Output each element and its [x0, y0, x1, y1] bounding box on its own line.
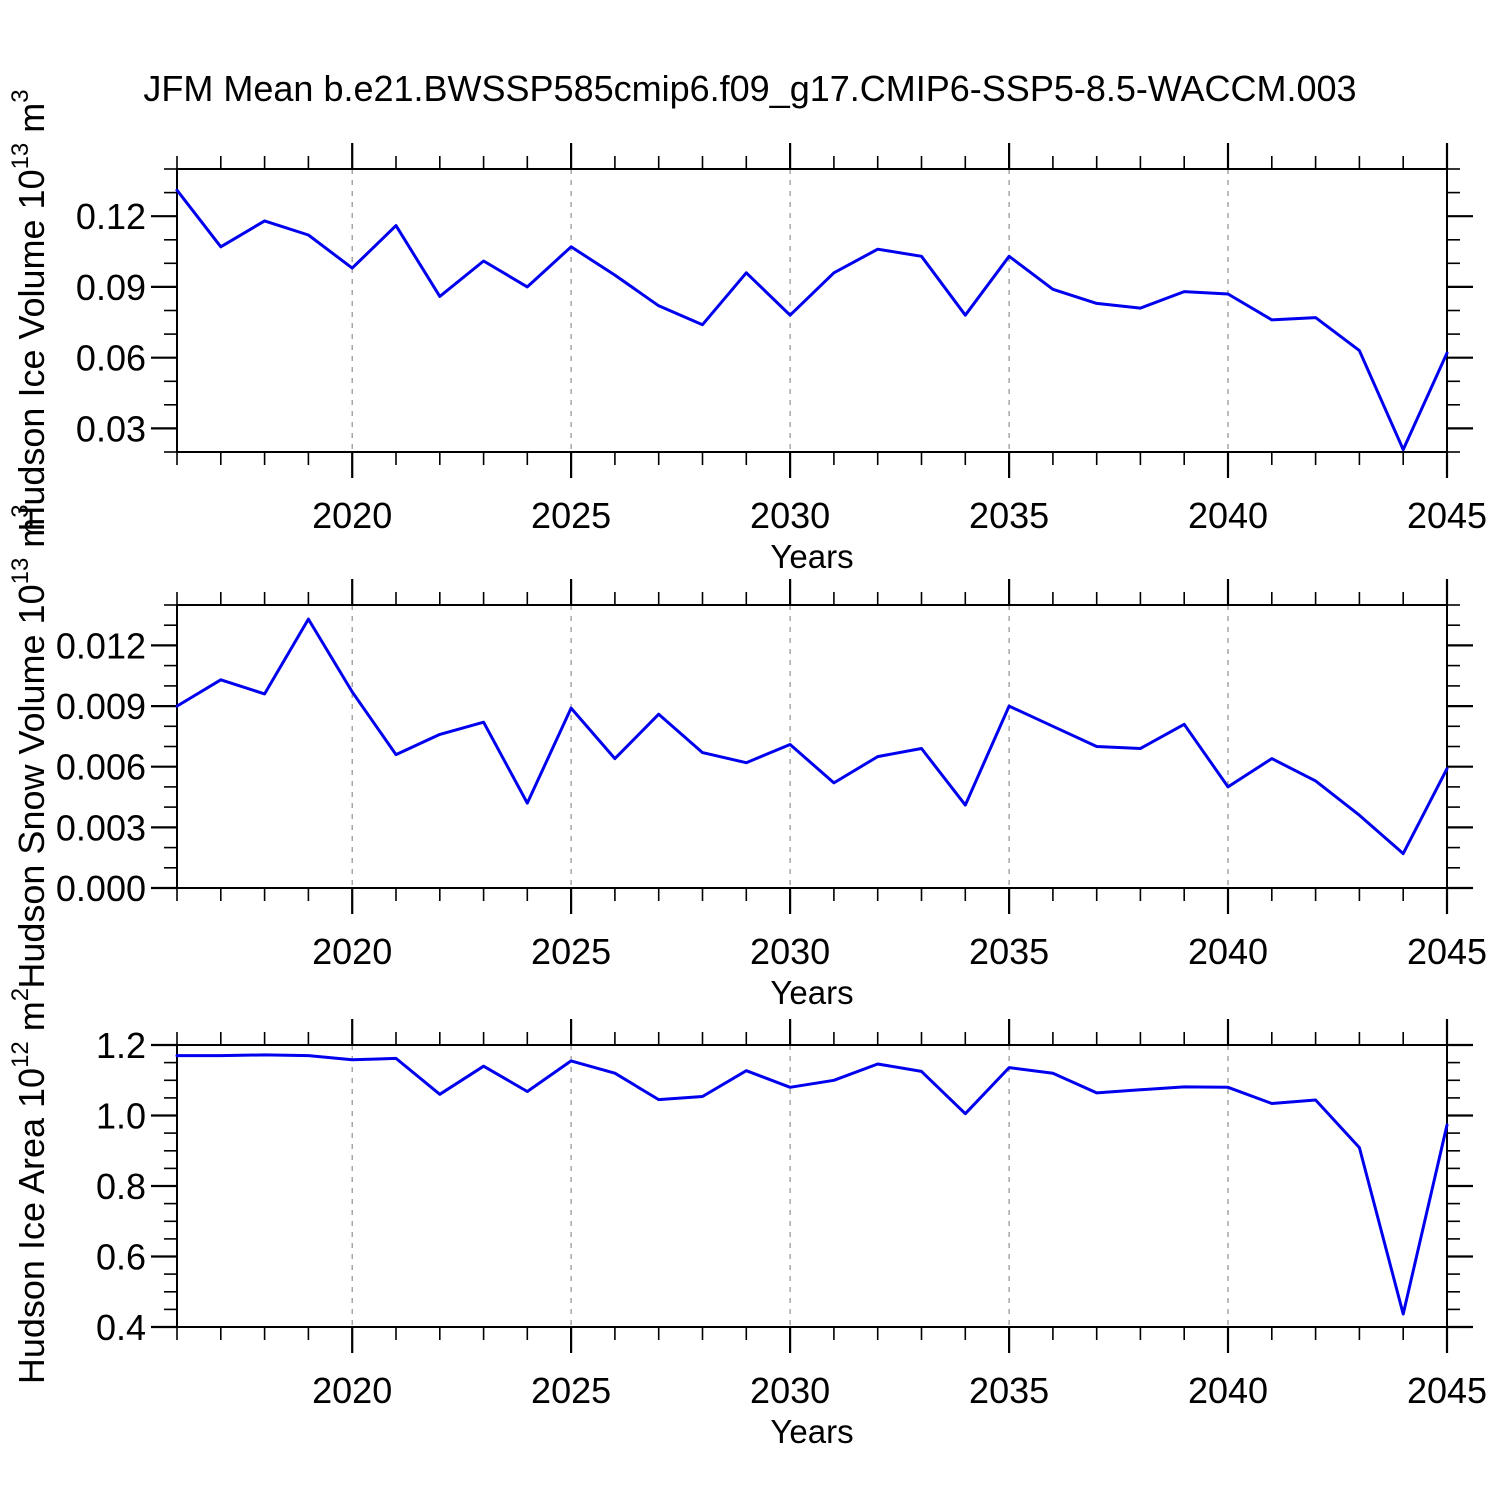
y-tick-label: 0.09 — [76, 267, 146, 308]
hudson-ice-area-chart: 0.4 0.6 0.8 1.0 1.2 2020 2025 2030 2035 2040 2045 Y… — [7, 988, 1487, 1450]
hudson-snow-volume-line — [175, 617, 1449, 856]
x-tick-label: 2025 — [531, 931, 611, 972]
x-axis-title: Years — [770, 974, 853, 1011]
x-tick-label: 2040 — [1188, 495, 1268, 536]
y-tick-label: 1.0 — [96, 1096, 146, 1137]
x-tick-label: 2045 — [1407, 1370, 1487, 1411]
x-tick-label: 2040 — [1188, 931, 1268, 972]
x-tick-label: 2030 — [750, 1370, 830, 1411]
x-tick-label: 2040 — [1188, 1370, 1268, 1411]
x-tick-label: 2020 — [312, 1370, 392, 1411]
x-axis-title: Years — [770, 1413, 853, 1450]
x-tick-label: 2035 — [969, 1370, 1049, 1411]
y-tick-label: 0.000 — [56, 868, 146, 909]
y-axis-title: Hudson Ice Area 1012 m2 — [7, 988, 52, 1384]
x-tick-label: 2035 — [969, 495, 1049, 536]
y-tick-label: 1.2 — [96, 1025, 146, 1066]
x-tick-label: 2025 — [531, 495, 611, 536]
y-tick-label: 0.4 — [96, 1307, 146, 1348]
y-tick-label: 0.6 — [96, 1237, 146, 1278]
x-axis-title: Years — [770, 538, 853, 575]
y-tick-label: 0.12 — [76, 196, 146, 237]
x-tick-label: 2020 — [312, 495, 392, 536]
y-tick-label: 0.8 — [96, 1166, 146, 1207]
plot-box — [176, 1044, 1448, 1328]
y-tick-label: 0.06 — [76, 338, 146, 379]
y-axis-title: Hudson Ice Volume 1013 m3 — [7, 89, 52, 531]
y-tick-label: 0.009 — [56, 686, 146, 727]
y-axis-title: Hudson Snow Volume 1013 m3 — [7, 504, 52, 988]
hudson-ice-volume-line — [175, 188, 1449, 452]
hudson-ice-volume-chart: 0.03 0.06 0.09 0.12 2020 2025 2030 2035 2040 2045… — [7, 89, 1487, 575]
hudson-snow-volume-chart: 0.000 0.003 0.006 0.009 0.012 2020 2025 2030 203… — [7, 504, 1487, 1011]
y-tick-label: 0.003 — [56, 807, 146, 848]
hudson-ice-area-line — [175, 1053, 1449, 1316]
y-tick-label: 0.012 — [56, 625, 146, 666]
y-tick-label: 0.006 — [56, 747, 146, 788]
y-tick-label: 0.03 — [76, 408, 146, 449]
plot-box — [176, 604, 1448, 889]
figure-title: JFM Mean b.e21.BWSSP585cmip6.f09_g17.CMI… — [143, 68, 1357, 109]
x-tick-label: 2045 — [1407, 495, 1487, 536]
x-tick-label: 2030 — [750, 931, 830, 972]
x-tick-label: 2035 — [969, 931, 1049, 972]
x-tick-label: 2025 — [531, 1370, 611, 1411]
x-tick-label: 2020 — [312, 931, 392, 972]
x-tick-label: 2045 — [1407, 931, 1487, 972]
x-tick-label: 2030 — [750, 495, 830, 536]
